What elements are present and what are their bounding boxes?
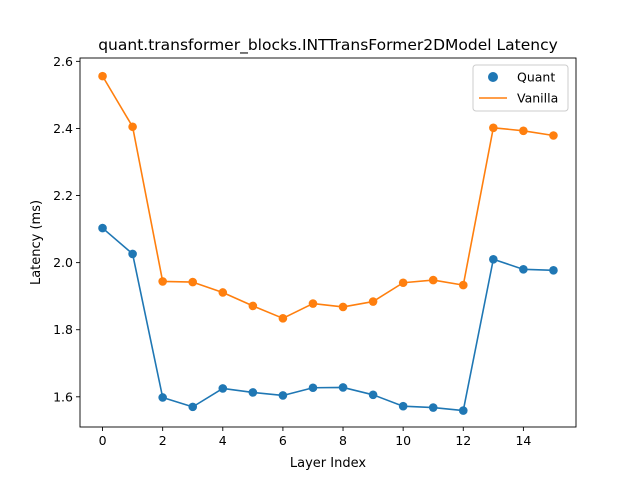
x-tick-label: 8: [339, 433, 347, 448]
data-point-vanilla: [549, 131, 558, 140]
data-point-vanilla: [308, 299, 318, 308]
data-point-vanilla: [489, 123, 498, 133]
y-tick-label: 1.6: [53, 389, 73, 404]
y-tick-label: 2.4: [53, 121, 73, 136]
data-point-quant: [428, 403, 438, 412]
x-tick-label: 6: [279, 433, 287, 448]
y-axis: 1.6 1.8 2.0 2.2 2.4 2.6: [53, 54, 80, 404]
x-axis: 0 2 4 6 8 10 12 14: [99, 427, 531, 448]
data-point-vanilla: [368, 297, 378, 306]
series-quant: [98, 223, 558, 415]
data-point-quant: [368, 390, 378, 400]
data-point-quant: [489, 254, 498, 264]
data-point-vanilla: [428, 275, 438, 285]
data-point-quant: [248, 388, 258, 397]
series-line-quant: [102, 227, 554, 412]
data-point-vanilla: [248, 301, 258, 311]
plot-area: [98, 71, 558, 415]
legend: Quant Vanilla: [472, 64, 569, 112]
legend-label-vanilla: Vanilla: [517, 91, 558, 106]
data-point-vanilla: [188, 277, 198, 287]
data-point-vanilla: [218, 288, 228, 297]
x-tick-label: 2: [159, 433, 167, 448]
data-point-vanilla: [278, 314, 288, 323]
y-tick-label: 1.8: [53, 322, 73, 337]
data-point-quant: [98, 223, 107, 233]
data-point-quant: [338, 383, 348, 392]
x-tick-label: 0: [99, 433, 107, 448]
data-point-vanilla: [519, 126, 528, 136]
x-tick-label: 12: [455, 433, 471, 448]
data-point-vanilla: [338, 302, 348, 312]
data-point-vanilla: [158, 277, 167, 286]
x-tick-label: 10: [395, 433, 411, 448]
data-point-quant: [278, 391, 288, 400]
data-point-quant: [188, 402, 198, 412]
x-tick-label: 14: [515, 433, 531, 448]
data-point-quant: [308, 383, 318, 393]
y-tick-label: 2.6: [53, 54, 73, 69]
y-tick-label: 2.0: [53, 255, 73, 270]
y-axis-title: Latency (ms): [29, 200, 44, 285]
data-point-quant: [128, 249, 137, 259]
data-point-quant: [158, 393, 167, 402]
data-point-vanilla: [98, 71, 107, 81]
plot-frame: [79, 57, 577, 428]
x-axis-title: Layer Index: [290, 456, 366, 471]
data-point-quant: [549, 266, 558, 275]
y-tick-label: 2.2: [53, 188, 73, 203]
data-point-vanilla: [458, 280, 468, 290]
chart-title: quant.transformer_blocks.INTTransFormer2…: [98, 36, 558, 55]
data-point-quant: [218, 384, 228, 393]
series-line-vanilla: [101, 75, 554, 320]
legend-marker-quant: [488, 72, 498, 82]
data-point-quant: [519, 265, 528, 274]
data-point-vanilla: [398, 278, 408, 288]
data-point-quant: [458, 406, 468, 415]
data-point-quant: [398, 401, 408, 411]
series-vanilla: [98, 71, 558, 323]
x-tick-label: 4: [219, 433, 227, 448]
data-point-vanilla: [128, 122, 137, 132]
legend-label-quant: Quant: [517, 70, 555, 85]
